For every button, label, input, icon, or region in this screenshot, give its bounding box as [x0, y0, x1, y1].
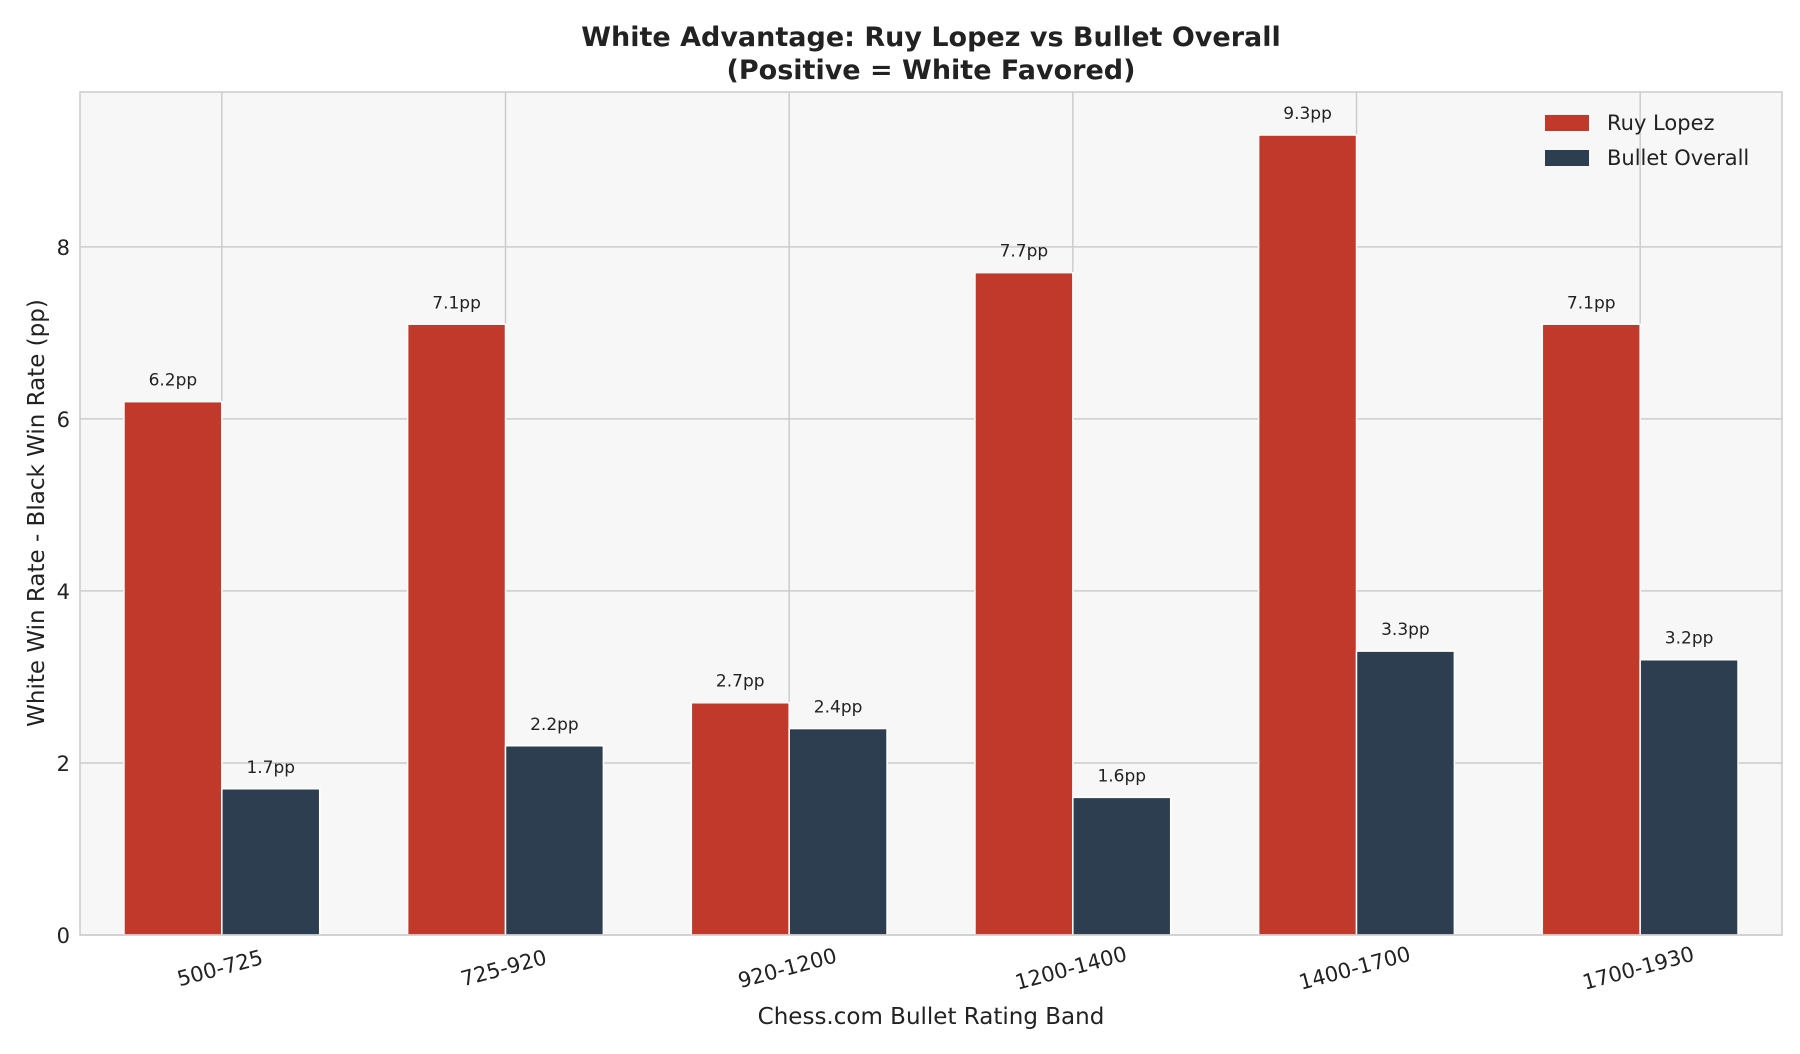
y-tick-label: 4	[57, 580, 70, 604]
x-axis-label: Chess.com Bullet Rating Band	[758, 1004, 1105, 1030]
bars-group	[123, 134, 1739, 936]
bar-value-label: 3.2pp	[1665, 629, 1714, 649]
x-tick-label: 1700-1930	[1580, 942, 1697, 995]
bar-value-label: 2.2pp	[530, 715, 579, 735]
bar	[788, 727, 888, 936]
x-tick-label: 920-1200	[735, 944, 839, 993]
bar	[1541, 323, 1641, 936]
legend-swatch	[1545, 150, 1589, 166]
y-tick-label: 8	[57, 236, 70, 260]
legend-swatch	[1545, 115, 1589, 131]
bar	[1355, 650, 1456, 936]
x-tick-label: 500-725	[175, 945, 266, 991]
bar-value-label: 7.1pp	[432, 293, 481, 313]
bar	[1072, 796, 1172, 936]
y-axis-label: White Win Rate - Black Win Rate (pp)	[24, 299, 50, 727]
bar-value-label: 1.7pp	[246, 758, 295, 778]
bar	[974, 271, 1074, 936]
x-axis-ticks: 500-725 725-920 920-1200 1200-1400 1400-1700…	[175, 942, 1697, 995]
x-tick-label: 725-920	[458, 945, 549, 991]
chart-title-line-2: (Positive = White Favored)	[727, 55, 1136, 86]
y-axis-ticks: 0 2 4 6 8	[57, 236, 70, 948]
x-tick-label: 1200-1400	[1013, 942, 1130, 995]
legend-label: Bullet Overall	[1607, 146, 1749, 170]
bar-value-label: 6.2pp	[149, 371, 198, 391]
bar	[1639, 658, 1739, 936]
bar	[123, 400, 223, 936]
bar	[221, 788, 321, 936]
x-tick-label: 1400-1700	[1296, 942, 1413, 995]
plot-frame	[79, 91, 1783, 936]
bar-value-label: 9.3pp	[1283, 104, 1332, 124]
bar-value-label: 3.3pp	[1381, 620, 1430, 640]
chart-title-line-1: White Advantage: Ruy Lopez vs Bullet Ove…	[581, 22, 1281, 53]
bar	[504, 745, 605, 936]
bar-value-label: 7.7pp	[1000, 242, 1049, 262]
value-labels-group: 6.2pp 7.1pp 2.7pp 7.7pp 9.3pp 7.1pp 1.7pp 2.2pp…	[149, 104, 1714, 786]
bar-value-label: 2.7pp	[716, 672, 765, 692]
bar-value-label: 1.6pp	[1097, 766, 1146, 786]
plot-area	[80, 92, 1782, 935]
bar	[1257, 134, 1358, 936]
bar	[406, 323, 507, 936]
bar-value-label: 7.1pp	[1567, 293, 1616, 313]
y-tick-label: 6	[57, 408, 70, 432]
y-tick-label: 0	[57, 924, 70, 948]
bar-value-label: 2.4pp	[814, 698, 863, 718]
y-tick-label: 2	[57, 752, 70, 776]
bar	[690, 701, 790, 936]
legend: Ruy Lopez Bullet Overall	[1545, 111, 1749, 170]
legend-label: Ruy Lopez	[1607, 111, 1715, 135]
